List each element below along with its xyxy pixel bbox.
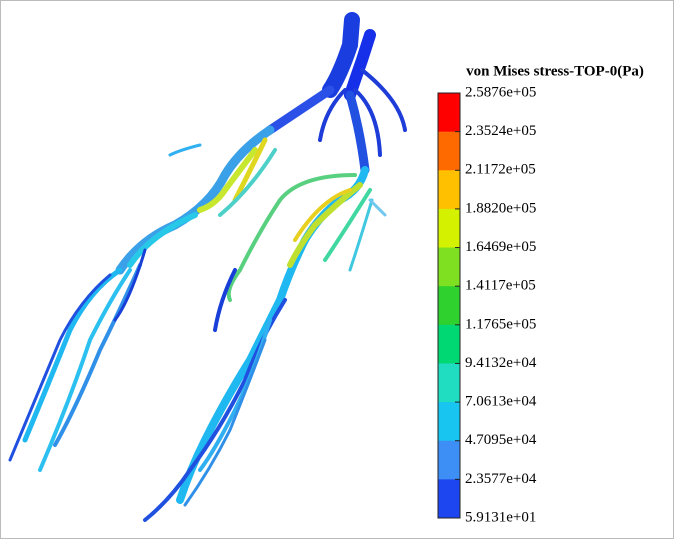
- vessel-model: [8, 12, 407, 522]
- colorbar: 2.5876e+05 2.3524e+05 2.1172e+05 1.8820e+05…: [437, 84, 537, 525]
- colorbar-band: [438, 131, 460, 171]
- colorbar-tick-label: 1.8820e+05: [465, 200, 536, 216]
- colorbar-band: [438, 479, 460, 519]
- colorbar-tick-label: 2.5876e+05: [465, 84, 536, 100]
- colorbar-band: [438, 402, 460, 442]
- colorbar-band: [438, 208, 460, 249]
- colorbar-tick-label: 5.9131e+01: [465, 509, 536, 525]
- colorbar-tick-label: 2.3524e+05: [465, 123, 536, 139]
- colorbar-band: [438, 363, 460, 403]
- colorbar-tick-label: 1.1765e+05: [465, 316, 536, 332]
- colorbar-band: [438, 286, 460, 326]
- colorbar-tick-label: 4.7095e+04: [465, 432, 537, 448]
- colorbar-band: [438, 93, 460, 133]
- colorbar-tick-label: 2.3577e+04: [465, 471, 537, 487]
- colorbar-tick-label: 1.6469e+05: [465, 239, 536, 255]
- colorbar-title: von Mises stress-TOP-0(Pa): [466, 63, 644, 79]
- colorbar-tick-label: 1.4117e+05: [465, 278, 536, 294]
- colorbar-band: [438, 247, 460, 287]
- colorbar-tick-label: 9.4132e+04: [465, 355, 537, 371]
- colorbar-band: [438, 440, 460, 480]
- colorbar-tick-label: 2.1172e+05: [465, 162, 536, 178]
- colorbar-band: [438, 324, 460, 364]
- colorbar-band: [438, 170, 460, 210]
- colorbar-tick-label: 7.0613e+04: [465, 394, 537, 410]
- colorbar-outline: [437, 92, 461, 519]
